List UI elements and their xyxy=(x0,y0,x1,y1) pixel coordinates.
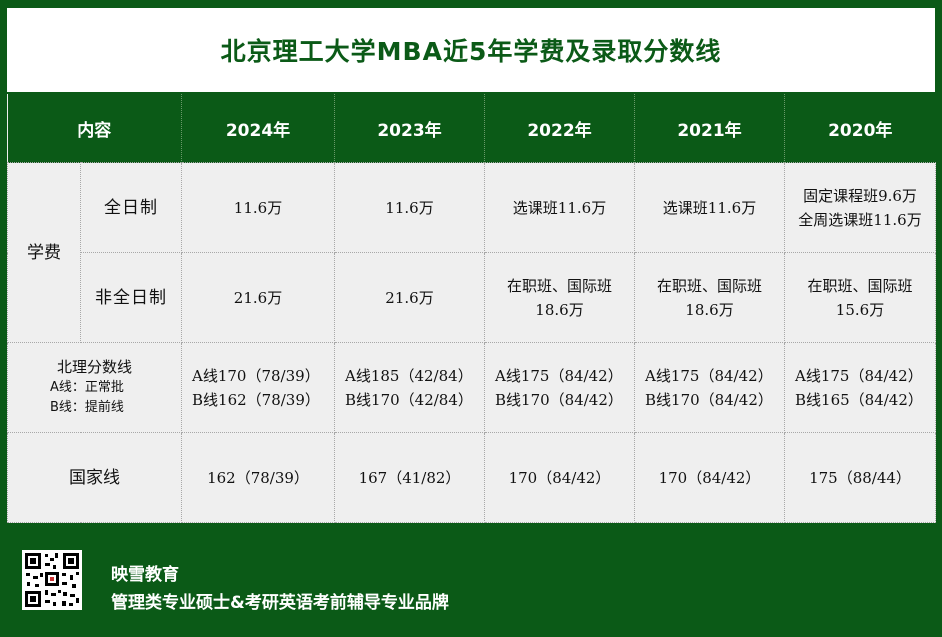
header-2021: 2021年 xyxy=(634,94,785,163)
school-line-2020: A线175（84/42） B线165（84/42） xyxy=(784,342,936,433)
national-line-2021: 170（84/42） xyxy=(634,432,785,523)
fulltime-label: 全日制 xyxy=(80,162,182,253)
parttime-2021: 在职班、国际班 18.6万 xyxy=(634,252,785,343)
header-2024: 2024年 xyxy=(181,94,335,163)
footer-banner: 映雪教育 管理类专业硕士&考研英语考前辅导专业品牌 xyxy=(7,536,935,631)
table-row-parttime: 非全日制 21.6万 21.6万 在职班、国际班 18.6万 在职班、国际班 18.… xyxy=(8,252,936,343)
parttime-2024: 21.6万 xyxy=(181,252,335,343)
national-line-2020: 175（88/44） xyxy=(784,432,936,523)
school-line-2023: A线185（42/84） B线170（42/84） xyxy=(334,342,485,433)
school-line-2024: A线170（78/39） B线162（78/39） xyxy=(181,342,335,433)
national-line-label: 国家线 xyxy=(7,432,182,523)
fulltime-2020: 固定课程班9.6万 全周选课班11.6万 xyxy=(784,162,936,253)
tuition-label: 学费 xyxy=(7,162,81,343)
header-2022: 2022年 xyxy=(484,94,635,163)
header-2020: 2020年 xyxy=(784,94,936,163)
parttime-2022: 在职班、国际班 18.6万 xyxy=(484,252,635,343)
school-line-label: 北理分数线 A线：正常批 B线：提前线 xyxy=(7,342,182,433)
tuition-score-table: 内容 2024年 2023年 2022年 2021年 2020年 学费 全日制 … xyxy=(7,94,936,523)
header-row: 内容 2024年 2023年 2022年 2021年 2020年 xyxy=(7,94,936,163)
page-title: 北京理工大学MBA近5年学费及录取分数线 xyxy=(220,37,722,66)
national-line-2023: 167（41/82） xyxy=(334,432,485,523)
national-line-2024: 162（78/39） xyxy=(181,432,335,523)
national-line-2022: 170（84/42） xyxy=(484,432,635,523)
parttime-2020: 在职班、国际班 15.6万 xyxy=(784,252,936,343)
tuition-table-container: 内容 2024年 2023年 2022年 2021年 2020年 学费 全日制 … xyxy=(7,94,936,523)
fulltime-2023: 11.6万 xyxy=(334,162,485,253)
fulltime-2021: 选课班11.6万 xyxy=(634,162,785,253)
fulltime-2024: 11.6万 xyxy=(181,162,335,253)
title-banner: 北京理工大学MBA近5年学费及录取分数线 xyxy=(7,8,935,92)
table-row-fulltime: 学费 全日制 11.6万 11.6万 选课班11.6万 选课班11.6万 固定课… xyxy=(7,162,936,343)
header-content: 内容 xyxy=(7,94,182,163)
brand-slogan: 管理类专业硕士&考研英语考前辅导专业品牌 xyxy=(111,593,449,613)
table-row-national-line: 国家线 162（78/39） 167（41/82） 170（84/42） 170… xyxy=(7,432,936,523)
brand-name: 映雪教育 xyxy=(111,565,179,585)
school-line-2021: A线175（84/42） B线170（84/42） xyxy=(634,342,785,433)
table-row-school-line: 北理分数线 A线：正常批 B线：提前线 A线170（78/39） B线162（78… xyxy=(7,342,936,433)
header-2023: 2023年 xyxy=(334,94,485,163)
school-line-2022: A线175（84/42） B线170（84/42） xyxy=(484,342,635,433)
fulltime-2022: 选课班11.6万 xyxy=(484,162,635,253)
parttime-2023: 21.6万 xyxy=(334,252,485,343)
qr-code-icon[interactable] xyxy=(22,550,82,610)
parttime-label: 非全日制 xyxy=(80,252,182,343)
